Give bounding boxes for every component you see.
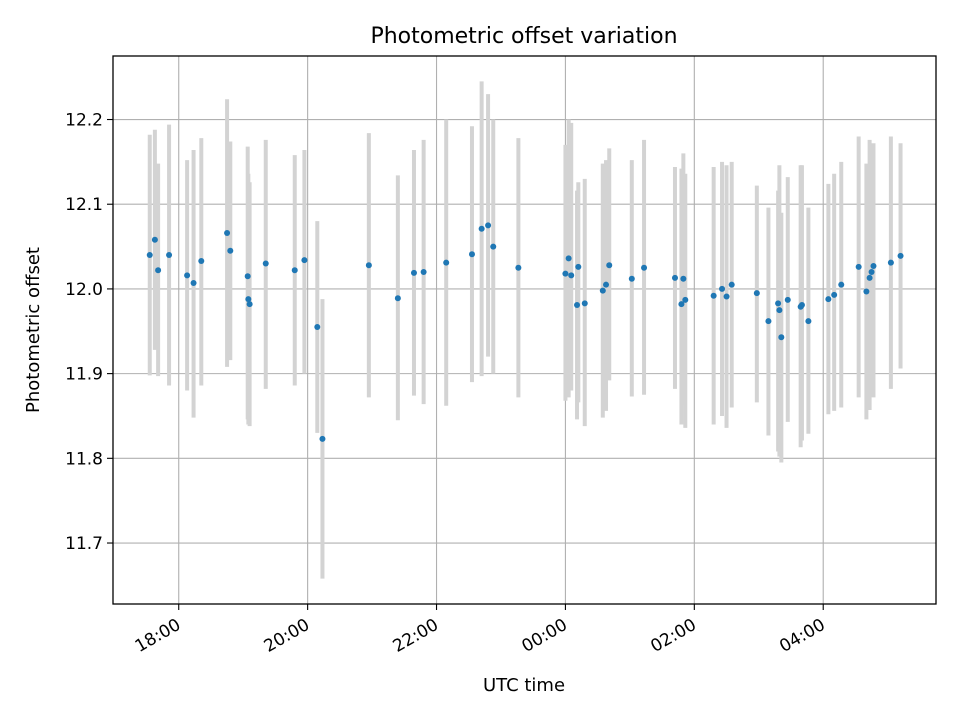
data-point [887,259,894,266]
data-point [776,307,783,314]
data-points [146,222,904,442]
plot-frame [112,55,937,605]
data-point [606,262,613,269]
data-point [680,275,687,282]
data-point [581,300,588,307]
data-point [784,296,791,303]
data-point [641,264,648,271]
data-point [262,260,269,267]
data-point [314,324,321,331]
data-point [778,334,785,341]
data-point [866,274,873,281]
data-point [603,281,610,288]
x-axis-label: UTC time [483,675,565,696]
data-point [855,263,862,270]
data-point [710,292,717,299]
data-point [682,296,689,303]
data-point [410,269,417,276]
data-point [868,268,875,275]
data-point [628,275,635,282]
data-point [719,285,726,292]
y-axis-ticks: 11.7 11.8 11.9 12.0 12.1 12.2 [65,111,113,554]
data-point [244,273,251,280]
data-point [246,301,253,308]
data-point [599,287,606,294]
data-point [146,252,153,259]
chart-title: Photometric offset variation [370,24,677,49]
data-point [671,274,678,281]
data-point [838,281,845,288]
data-point [420,268,427,275]
y-tick-label: 11.9 [65,365,103,385]
data-point [728,281,735,288]
data-point [574,302,581,309]
data-point [562,270,569,277]
data-point [319,435,326,442]
data-point [468,251,475,258]
data-point [394,295,401,302]
y-tick-label: 11.8 [65,449,103,469]
data-point [565,255,572,262]
data-point [224,230,231,237]
data-point [568,272,575,279]
data-point [897,252,904,259]
data-point [485,222,492,229]
data-point [166,252,173,259]
data-point [190,279,197,286]
data-point [870,263,877,270]
data-point [831,291,838,298]
data-point [490,243,497,250]
data-point [863,288,870,295]
y-axis-label: Photometric offset [23,247,44,413]
y-tick-label: 12.2 [65,111,103,131]
data-point [805,318,812,325]
data-point [245,296,252,303]
data-point [443,259,450,266]
y-tick-label: 11.7 [65,534,103,554]
data-point [478,225,485,232]
data-point [301,257,308,264]
data-point [365,262,372,269]
data-point [825,296,832,303]
data-point [575,263,582,270]
data-point [765,318,772,325]
data-point [291,267,298,274]
data-point [798,302,805,309]
y-tick-label: 12.1 [65,195,103,215]
data-point [151,236,158,243]
data-point [515,264,522,271]
data-point [184,272,191,279]
data-point [753,290,760,297]
y-tick-label: 12.0 [65,280,103,300]
data-point [775,300,782,307]
data-point [723,293,730,300]
data-point [227,247,234,254]
data-point [198,257,205,264]
data-point [678,301,685,308]
data-point [155,267,162,274]
